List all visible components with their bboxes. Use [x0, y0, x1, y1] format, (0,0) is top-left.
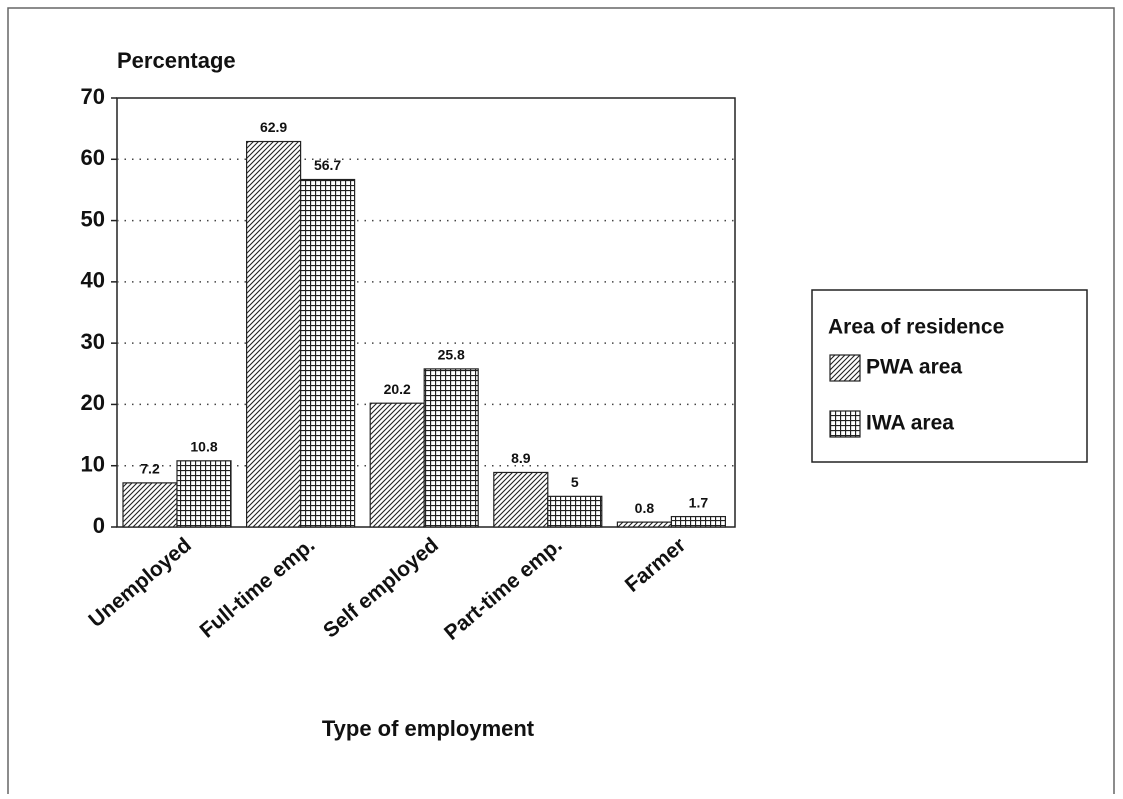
x-tick-label: Part-time emp. [440, 533, 567, 644]
bar [547, 495, 603, 528]
y-tick-label: 10 [81, 452, 105, 477]
bar [493, 471, 549, 528]
legend-title: Area of residence [828, 316, 1004, 339]
data-label: 5 [571, 474, 579, 490]
bar [369, 402, 425, 528]
legend-swatch [829, 410, 861, 438]
data-label: 20.2 [384, 381, 411, 397]
x-tick-label: Unemployed [84, 533, 195, 632]
data-label: 0.8 [635, 500, 655, 516]
bar [300, 178, 356, 528]
bar [246, 140, 302, 528]
x-axis-title: Type of employment [322, 716, 535, 741]
data-label: 62.9 [260, 119, 287, 135]
y-tick-label: 0 [93, 513, 105, 538]
y-tick-label: 30 [81, 329, 105, 354]
data-label: 1.7 [689, 494, 709, 510]
bar [423, 368, 479, 528]
legend-label: IWA area [866, 412, 954, 435]
data-label: 56.7 [314, 157, 341, 173]
y-tick-label: 50 [81, 206, 105, 231]
y-tick-label: 40 [81, 268, 105, 293]
legend-label: PWA area [866, 356, 962, 379]
x-tick-label: Farmer [621, 533, 690, 596]
bar [122, 482, 178, 528]
bar [616, 521, 673, 528]
data-label: 7.2 [140, 461, 160, 477]
data-label: 25.8 [438, 347, 465, 363]
y-tick-label: 20 [81, 390, 105, 415]
data-label: 8.9 [511, 450, 531, 466]
legend-swatch [829, 354, 861, 382]
y-axis-title: Percentage [117, 48, 236, 73]
x-tick-label: Self employed [319, 533, 443, 642]
frame [7, 7, 1115, 799]
y-tick-label: 70 [81, 84, 105, 109]
y-tick-label: 60 [81, 145, 105, 170]
data-label: 10.8 [190, 439, 217, 455]
bar [176, 460, 232, 528]
bar [670, 515, 727, 528]
x-tick-label: Full-time emp. [196, 533, 320, 642]
